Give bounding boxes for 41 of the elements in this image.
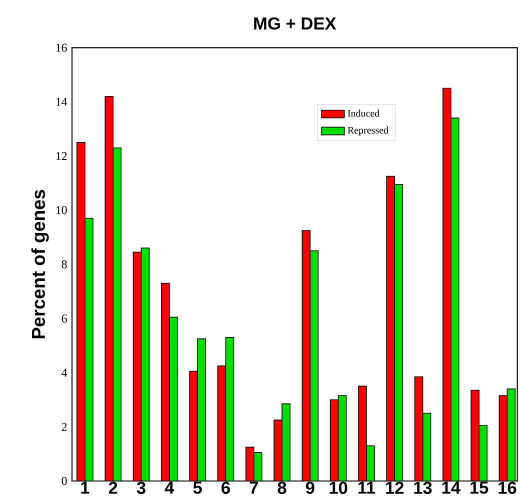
x-tick-label: 14 xyxy=(442,482,460,494)
x-tick-label: 4 xyxy=(164,482,174,494)
y-tick-label: 12 xyxy=(56,152,67,160)
y-tick-label: 14 xyxy=(56,98,68,106)
y-tick-label: 2 xyxy=(62,422,67,431)
bar xyxy=(132,252,142,481)
x-tick-label: 1 xyxy=(81,482,90,494)
bar xyxy=(302,230,311,481)
bar xyxy=(140,248,150,481)
x-tick-label: 7 xyxy=(250,482,258,494)
bar xyxy=(217,365,226,481)
bar xyxy=(225,337,234,481)
y-tick-label: 8 xyxy=(62,260,67,268)
x-tick-label: 13 xyxy=(414,482,432,494)
bar xyxy=(414,376,424,481)
x-tick-label: 10 xyxy=(330,482,348,494)
x-tick-label: 15 xyxy=(470,482,488,494)
x-tick-label: 5 xyxy=(193,482,202,494)
x-tick-label: 3 xyxy=(136,482,146,494)
y-tick-label: 10 xyxy=(56,206,67,214)
x-tick-label: 9 xyxy=(306,482,314,494)
y-tick-label: 16 xyxy=(56,44,67,52)
legend-label: Induced xyxy=(348,110,380,117)
x-tick-label: 2 xyxy=(108,482,118,494)
y-tick-label: 6 xyxy=(62,314,67,323)
legend-label: Repressed xyxy=(348,126,388,136)
bar xyxy=(422,412,432,481)
y-axis-title: Percent of genes xyxy=(31,190,49,338)
bar xyxy=(506,388,516,481)
x-tick-label: 12 xyxy=(386,482,404,494)
x-tick-label: 16 xyxy=(498,482,516,494)
bar xyxy=(498,395,508,481)
x-tick-label: 6 xyxy=(222,482,230,494)
x-tick-label: 8 xyxy=(278,482,286,494)
bar xyxy=(338,395,347,481)
bar xyxy=(310,250,319,481)
bar xyxy=(330,399,339,481)
chart-title: MG + DEX xyxy=(254,17,336,30)
x-tick-label: 11 xyxy=(358,482,376,494)
y-tick-label: 0 xyxy=(62,476,67,486)
y-tick-label: 4 xyxy=(62,368,68,377)
